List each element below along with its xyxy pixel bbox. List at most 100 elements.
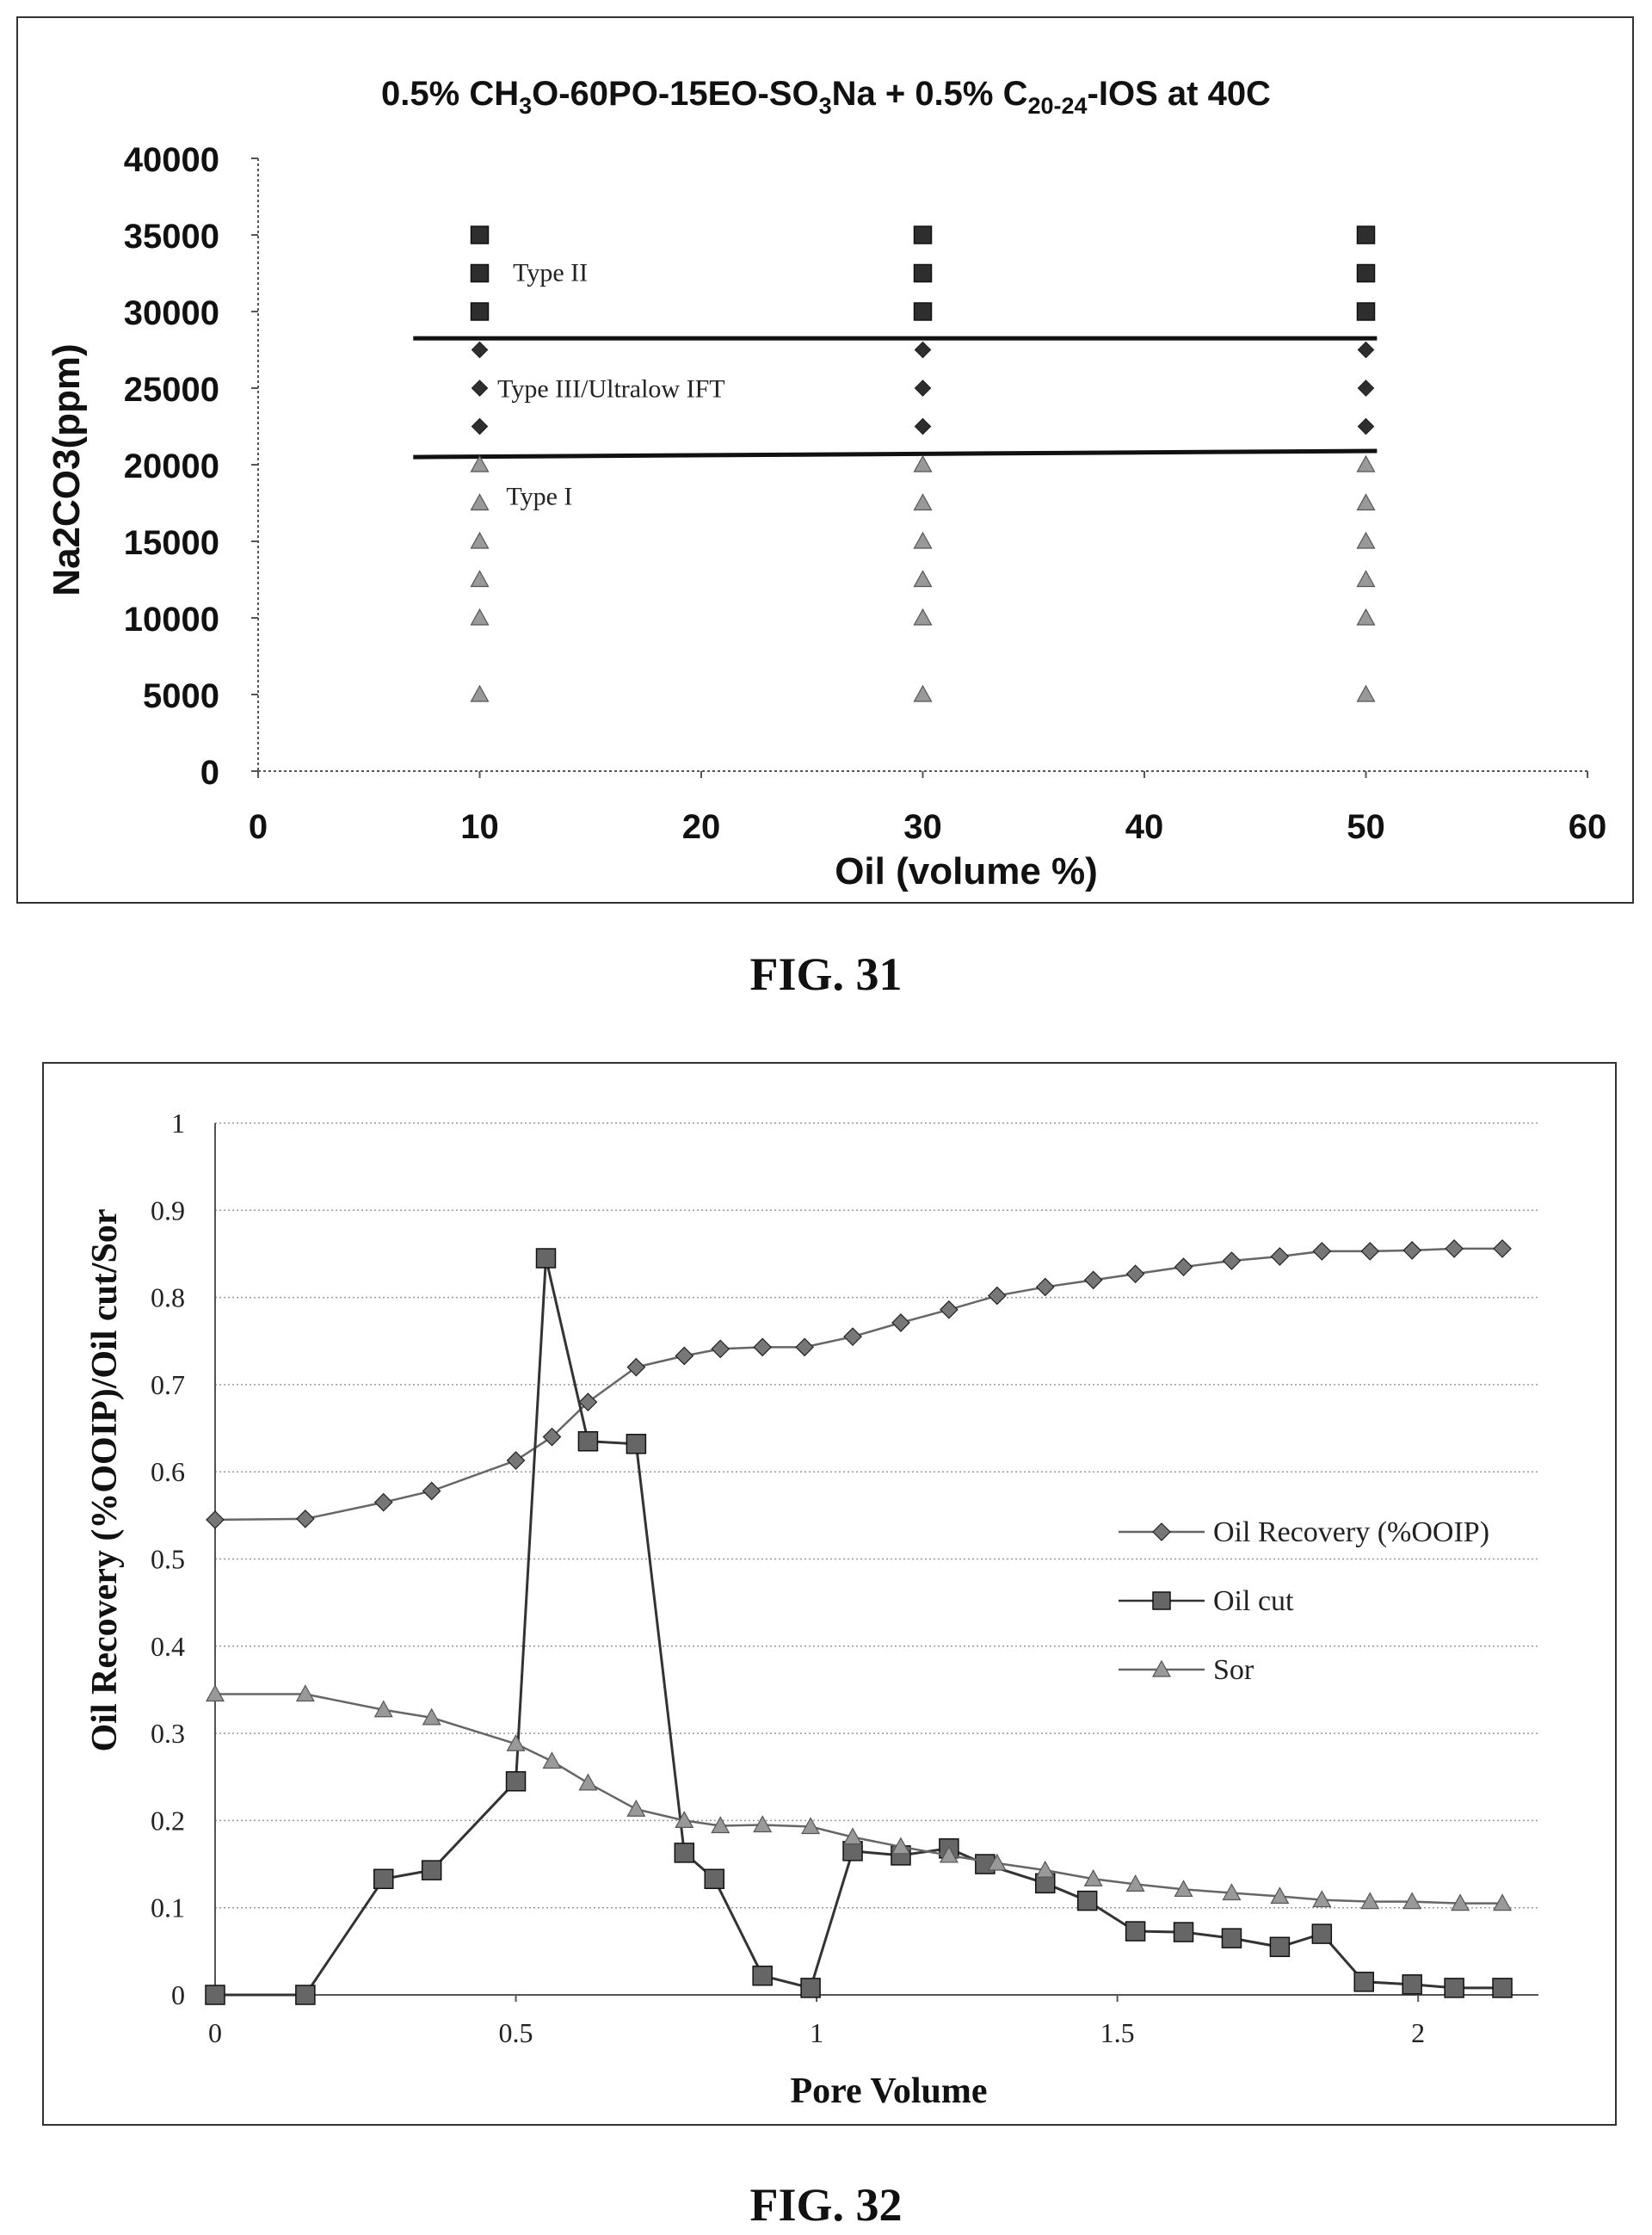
fig32-x-axis-label: Pore Volume: [790, 2071, 987, 2111]
fig31-title-part: Na + 0.5% C: [832, 75, 1028, 113]
fig32-point-square: [577, 1430, 599, 1452]
fig31-point-diamond: [471, 341, 489, 359]
fig32-legend: Oil Recovery (%OOIP) Oil cut Sor: [1119, 1516, 1489, 1686]
fig32-point-square: [1492, 1978, 1513, 1998]
fig32-point-diamond: [1360, 1242, 1380, 1261]
fig31-point-square: [1356, 225, 1376, 244]
fig32-point-diamond: [1270, 1247, 1290, 1266]
fig32-point-diamond: [987, 1286, 1007, 1306]
fig32-plot-area: 0 0.1 0.2 0.3 0.4 0.5 0.6 0.7 0.8 0.9 1 0 0.5 1 1.5 2: [151, 1108, 1538, 2048]
fig32-point-diamond: [373, 1492, 393, 1512]
fig32-point-square: [373, 1868, 394, 1890]
fig32-frame: [42, 1062, 1617, 2126]
fig31-x-tick-label: 10: [460, 808, 499, 846]
fig31-point-triangle: [1356, 531, 1376, 549]
fig31-point-triangle: [1356, 684, 1376, 702]
fig32-point-square: [800, 1978, 821, 1998]
fig32-point-diamond: [578, 1392, 598, 1412]
fig31-frame: [16, 16, 1634, 904]
fig32-point-triangle: [506, 1734, 526, 1751]
fig32-point-square: [1444, 1978, 1464, 1998]
fig32-point-triangle: [373, 1700, 393, 1718]
fig32-point-square: [674, 1843, 695, 1863]
fig32-point-diamond: [296, 1510, 315, 1528]
fig32-point-triangle: [626, 1799, 646, 1817]
fig32-y-tick-label: 0.2: [151, 1805, 185, 1836]
fig32-point-diamond: [1035, 1277, 1055, 1297]
fig31-title-part: 20-24: [1027, 93, 1087, 119]
fig31-x-tick-label: 30: [903, 808, 942, 846]
fig32-x-tick-label: 0: [208, 2017, 222, 2048]
fig31-point-triangle: [913, 531, 933, 549]
fig32-legend-label: Oil Recovery (%OOIP): [1213, 1516, 1489, 1548]
fig32-point-triangle: [542, 1751, 562, 1769]
fig32-point-triangle: [1402, 1892, 1422, 1910]
fig32-y-tick-label: 0.1: [151, 1892, 185, 1923]
fig32-x-tick-label: 1.5: [1100, 2017, 1135, 2048]
fig31-point-triangle: [1356, 493, 1376, 511]
fig32-y-axis-label: Oil Recovery (%OOIP)/Oil cut/Sor: [85, 1208, 125, 1751]
fig32-point-triangle: [1083, 1869, 1103, 1886]
fig32-point-diamond: [940, 1300, 959, 1319]
fig31-title-part: 3: [819, 93, 832, 119]
fig32-point-diamond: [542, 1427, 562, 1447]
fig32-point-triangle: [295, 1684, 315, 1702]
fig31-point-square: [913, 225, 933, 244]
fig32-point-triangle: [422, 1707, 441, 1726]
fig32-point-square: [205, 1985, 225, 2005]
fig32-y-tick-label: 0.3: [151, 1718, 185, 1749]
fig31-region-label: Type III/Ultralow IFT: [497, 375, 725, 404]
fig32-point-square: [1353, 1972, 1375, 1992]
fig32-point-diamond: [1125, 1264, 1145, 1284]
fig32-point-diamond: [1445, 1239, 1464, 1258]
fig31-point-triangle: [913, 570, 933, 588]
fig32-series-line-triangle: [215, 1693, 1503, 1905]
fig32-point-triangle: [1035, 1860, 1055, 1878]
fig32-point-diamond: [506, 1451, 526, 1470]
fig32-point-diamond: [843, 1327, 862, 1347]
fig32-point-diamond: [711, 1339, 730, 1359]
fig32-point-square: [535, 1248, 557, 1269]
fig31-x-tick-label: 50: [1347, 808, 1385, 846]
fig31-point-triangle: [470, 454, 490, 472]
fig32-y-tick-label: 0.4: [151, 1631, 185, 1662]
fig32-point-square: [505, 1771, 527, 1792]
fig31-point-triangle: [913, 493, 933, 511]
fig32-y-tick-label: 0.9: [151, 1195, 185, 1226]
fig31-plot-area: 0 5000 10000 15000 20000 25000 30000 35000 40000…: [124, 141, 1606, 846]
fig32-y-tick-label: 0.7: [151, 1369, 185, 1400]
fig31-point-diamond: [471, 417, 489, 435]
fig32-point-diamond: [1174, 1257, 1193, 1276]
fig32-point-triangle: [205, 1684, 225, 1702]
fig31-point-square: [470, 263, 490, 283]
fig32-point-diamond: [1222, 1251, 1242, 1270]
fig32-point-square: [1221, 1928, 1242, 1948]
fig32-point-diamond: [422, 1481, 441, 1501]
fig31-point-diamond: [914, 417, 932, 435]
fig31-y-tick-label: 5000: [143, 677, 219, 715]
fig31-y-tick-label: 15000: [124, 524, 219, 562]
fig31-title-part: -IOS at 40C: [1088, 75, 1271, 113]
fig32-y-tick-label: 0: [171, 1979, 185, 2010]
fig31-boundary-line: [413, 448, 1378, 460]
fig32-legend-marker-diamond: [1152, 1522, 1171, 1541]
fig32-caption: FIG. 32: [749, 2179, 902, 2231]
fig31-title-part: O-60PO-15EO-SO: [532, 75, 818, 113]
fig31-point-triangle: [470, 493, 490, 511]
fig31-y-tick-label: 40000: [124, 141, 219, 179]
fig32-point-triangle: [1312, 1890, 1332, 1908]
fig32-point-square: [752, 1965, 773, 1986]
fig31-point-diamond: [1357, 341, 1375, 359]
fig32-point-triangle: [578, 1773, 598, 1791]
fig32-x-tick-label: 0.5: [499, 2017, 533, 2048]
fig31-y-tick-label: 0: [200, 754, 219, 792]
fig32-point-diamond: [1312, 1242, 1332, 1261]
fig32-point-square: [1076, 1890, 1098, 1911]
fig32-point-diamond: [1402, 1241, 1422, 1260]
fig31-point-triangle: [913, 684, 933, 702]
fig32-point-triangle: [675, 1811, 694, 1828]
fig32-series-line-square: [215, 1257, 1503, 1997]
fig32-point-square: [1402, 1974, 1422, 1995]
fig32-x-tick-label: 2: [1411, 2017, 1425, 2048]
